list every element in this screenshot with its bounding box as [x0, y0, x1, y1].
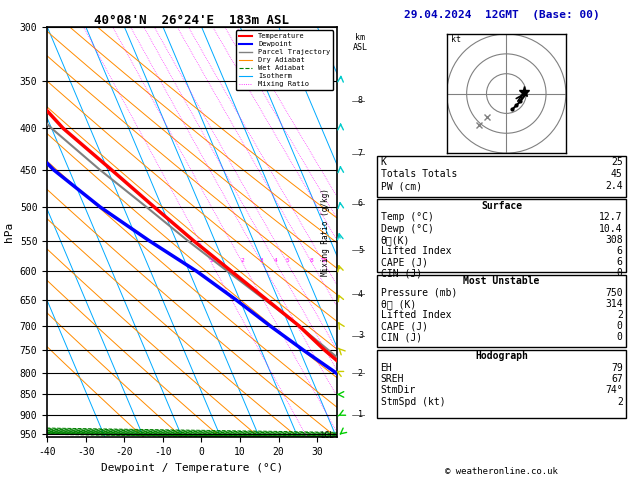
Text: 2: 2	[358, 368, 363, 378]
Text: SREH: SREH	[381, 374, 404, 384]
Text: 308: 308	[605, 235, 623, 245]
Text: Lifted Index: Lifted Index	[381, 246, 451, 256]
Text: CIN (J): CIN (J)	[381, 268, 421, 278]
Text: CAPE (J): CAPE (J)	[381, 321, 428, 331]
Text: 2: 2	[617, 397, 623, 407]
Text: 25: 25	[611, 157, 623, 167]
Text: LCL: LCL	[321, 431, 335, 440]
Text: Hodograph: Hodograph	[475, 351, 528, 362]
Text: 3: 3	[358, 331, 363, 340]
Text: 45: 45	[611, 169, 623, 179]
Text: 2: 2	[240, 258, 244, 262]
Text: EH: EH	[381, 363, 392, 373]
Text: PW (cm): PW (cm)	[381, 181, 421, 191]
Text: 314: 314	[605, 299, 623, 309]
Text: 3: 3	[260, 258, 264, 262]
Text: Mixing Ratio (g/kg): Mixing Ratio (g/kg)	[321, 188, 330, 276]
Text: Most Unstable: Most Unstable	[464, 276, 540, 286]
Text: Dewp (°C): Dewp (°C)	[381, 224, 433, 234]
Text: CAPE (J): CAPE (J)	[381, 257, 428, 267]
Text: 29.04.2024  12GMT  (Base: 00): 29.04.2024 12GMT (Base: 00)	[404, 10, 599, 20]
Title: 40°08'N  26°24'E  183m ASL: 40°08'N 26°24'E 183m ASL	[94, 14, 289, 27]
Text: 5: 5	[358, 246, 363, 255]
Y-axis label: hPa: hPa	[4, 222, 14, 242]
Text: 6: 6	[358, 199, 363, 208]
Text: 8: 8	[309, 258, 313, 262]
Text: ASL: ASL	[353, 43, 368, 52]
Text: 0: 0	[617, 332, 623, 343]
Text: 10.4: 10.4	[599, 224, 623, 234]
Text: 67: 67	[611, 374, 623, 384]
Text: 6: 6	[617, 246, 623, 256]
Text: 6: 6	[617, 257, 623, 267]
Text: θᴇ(K): θᴇ(K)	[381, 235, 410, 245]
Text: 7: 7	[358, 149, 363, 158]
Text: 4: 4	[274, 258, 277, 262]
Text: © weatheronline.co.uk: © weatheronline.co.uk	[445, 467, 558, 476]
Text: km: km	[355, 33, 365, 42]
X-axis label: Dewpoint / Temperature (°C): Dewpoint / Temperature (°C)	[101, 463, 283, 473]
Text: 4: 4	[358, 290, 363, 299]
Text: 1: 1	[209, 258, 213, 262]
Text: 1: 1	[358, 410, 363, 419]
Text: Lifted Index: Lifted Index	[381, 310, 451, 320]
Text: kt: kt	[451, 35, 461, 44]
Text: 2: 2	[617, 310, 623, 320]
Text: θᴇ (K): θᴇ (K)	[381, 299, 416, 309]
Text: 12.7: 12.7	[599, 212, 623, 223]
Text: Temp (°C): Temp (°C)	[381, 212, 433, 223]
Text: Surface: Surface	[481, 201, 522, 211]
Text: 0: 0	[617, 268, 623, 278]
Text: 750: 750	[605, 288, 623, 298]
Text: Pressure (mb): Pressure (mb)	[381, 288, 457, 298]
Text: 0: 0	[617, 321, 623, 331]
Text: StmDir: StmDir	[381, 385, 416, 396]
Text: 2.4: 2.4	[605, 181, 623, 191]
Legend: Temperature, Dewpoint, Parcel Trajectory, Dry Adiabat, Wet Adiabat, Isotherm, Mi: Temperature, Dewpoint, Parcel Trajectory…	[236, 30, 333, 90]
Text: 8: 8	[358, 96, 363, 105]
Text: 10: 10	[320, 258, 328, 262]
Text: 79: 79	[611, 363, 623, 373]
Text: CIN (J): CIN (J)	[381, 332, 421, 343]
Text: K: K	[381, 157, 386, 167]
Text: 74°: 74°	[605, 385, 623, 396]
Text: Totals Totals: Totals Totals	[381, 169, 457, 179]
Text: StmSpd (kt): StmSpd (kt)	[381, 397, 445, 407]
Text: 5: 5	[285, 258, 289, 262]
